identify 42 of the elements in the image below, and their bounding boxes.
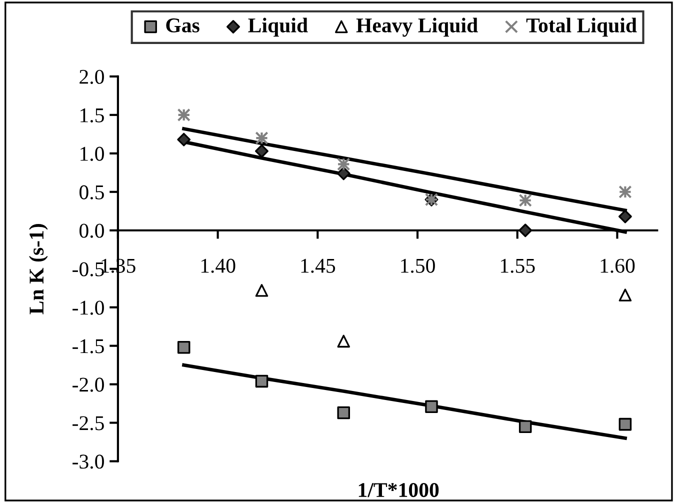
legend-label: Liquid <box>248 18 308 37</box>
legend-label: Heavy Liquid <box>356 18 478 37</box>
point <box>518 224 532 238</box>
x-tick-label: 1.50 <box>401 258 435 273</box>
point <box>618 185 632 198</box>
point <box>255 144 268 158</box>
point <box>177 340 190 354</box>
x-tick-label: 1.45 <box>301 258 336 273</box>
point <box>425 400 438 413</box>
point <box>518 420 532 434</box>
y-tick-label: -3.0 <box>72 454 104 469</box>
point <box>336 166 350 180</box>
x-tick-label: 1.60 <box>600 258 635 273</box>
x-tick-label: 1.55 <box>500 258 535 273</box>
point <box>618 210 632 224</box>
y-tick-label: -2.5 <box>72 416 104 430</box>
y-tick-label: 1.0 <box>80 146 104 161</box>
legend-label: Gas <box>166 18 200 32</box>
y-tick-label: 0.0 <box>80 224 104 238</box>
y-tick-label: -0.5 <box>72 262 104 276</box>
point <box>337 406 350 420</box>
point <box>177 108 190 122</box>
y-axis-title: Ln K (s-1) <box>28 224 48 314</box>
point <box>518 194 532 207</box>
y-tick-label: 2.0 <box>80 70 104 84</box>
x-axis-title: 1/T*1000 <box>358 483 439 498</box>
point <box>255 131 268 145</box>
point <box>618 418 632 431</box>
y-tick-label: -2.0 <box>72 378 104 392</box>
point <box>255 374 268 388</box>
point <box>337 334 350 348</box>
point <box>618 288 632 302</box>
legend-label: Total Liquid <box>526 18 637 37</box>
point <box>177 132 191 146</box>
x-tick-label: 1.40 <box>201 258 236 273</box>
line-series <box>182 363 627 440</box>
y-tick-label: -1.5 <box>72 339 104 354</box>
y-tick-label: 1.5 <box>80 108 104 122</box>
point <box>337 158 350 171</box>
point <box>255 284 268 297</box>
y-tick-label: -1.0 <box>72 300 104 315</box>
y-tick-label: 0.5 <box>80 185 104 200</box>
